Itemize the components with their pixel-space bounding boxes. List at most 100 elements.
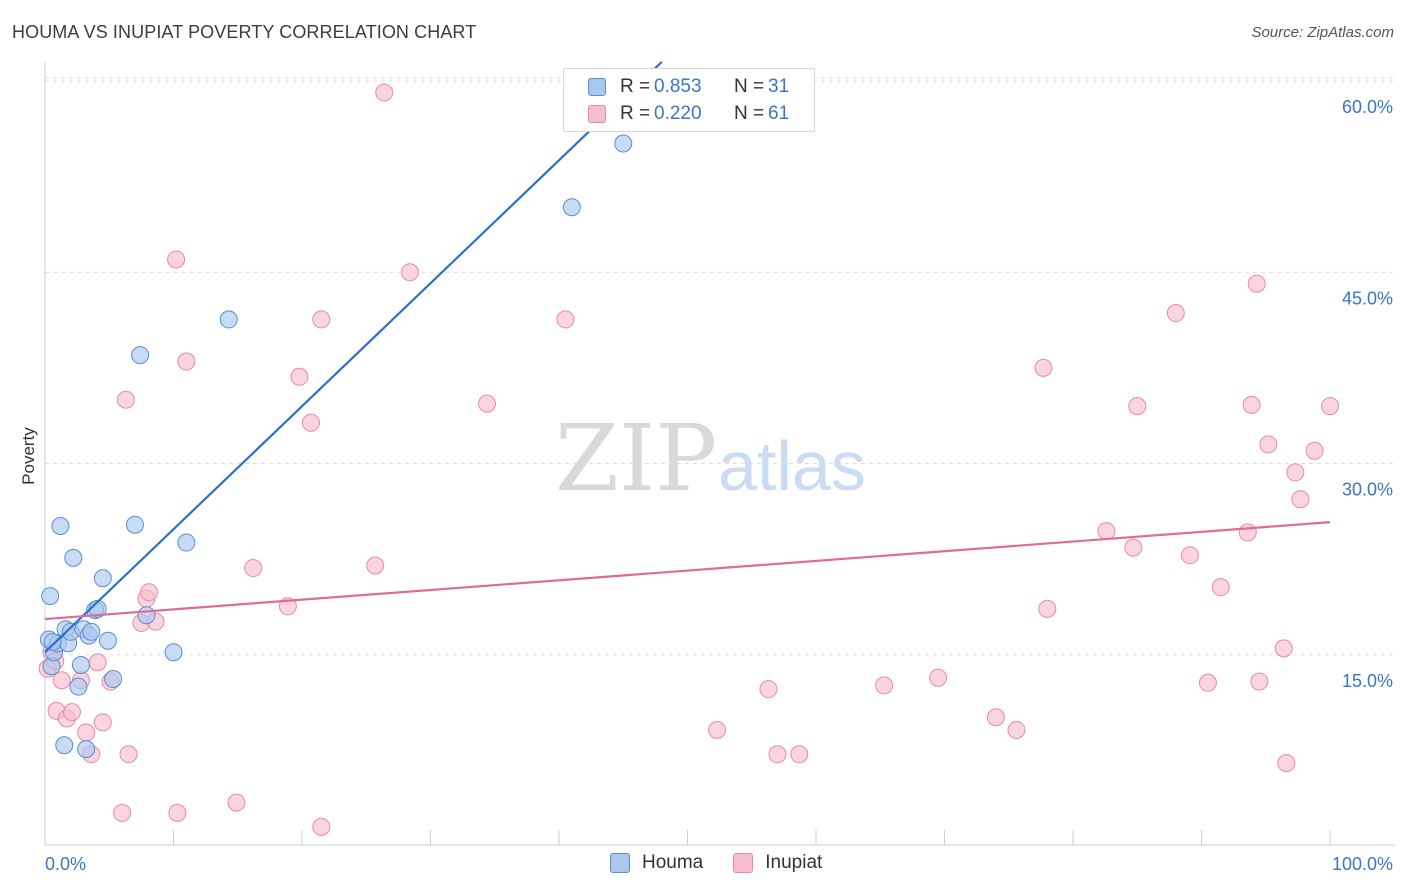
inupiat-point xyxy=(366,556,385,575)
houma-point xyxy=(177,533,196,552)
legend-houma-label: Houma xyxy=(642,852,704,873)
inupiat-point xyxy=(1128,397,1147,416)
inupiat-point xyxy=(1180,546,1199,565)
inupiat-n-value: 61 xyxy=(768,103,790,124)
inupiat-point xyxy=(167,250,186,269)
houma-point xyxy=(125,515,144,534)
inupiat-point xyxy=(1238,523,1257,542)
inupiat-point xyxy=(1259,435,1278,454)
inupiat-point xyxy=(140,583,159,602)
legend-inupiat-swatch xyxy=(733,853,754,873)
inupiat-point xyxy=(1034,358,1053,377)
watermark-zip: ZIP xyxy=(555,405,717,512)
houma-trend-line xyxy=(44,61,663,653)
y-tick-label: 15.0% xyxy=(1342,671,1393,691)
stats-legend-row-inupiat: R = 0.220 N = 61 xyxy=(588,101,789,127)
y-axis-label: Poverty xyxy=(19,427,38,485)
inupiat-point xyxy=(400,263,419,282)
inupiat-point xyxy=(790,745,809,764)
houma-point xyxy=(82,622,101,641)
inupiat-point xyxy=(93,713,112,732)
houma-point xyxy=(98,631,117,650)
inupiat-point xyxy=(875,676,894,695)
houma-n-label: N = xyxy=(734,76,765,97)
houma-point xyxy=(41,587,60,606)
watermark-atlas: atlas xyxy=(718,427,866,505)
y-tick-label: 30.0% xyxy=(1342,480,1393,500)
houma-point xyxy=(614,134,633,153)
inupiat-point xyxy=(1274,639,1293,658)
inupiat-point xyxy=(1250,672,1269,691)
inupiat-point xyxy=(119,745,138,764)
inupiat-point xyxy=(301,413,320,432)
inupiat-point xyxy=(759,680,778,699)
houma-point xyxy=(77,740,96,759)
houma-point xyxy=(93,569,112,588)
houma-point xyxy=(219,310,238,329)
inupiat-point xyxy=(52,671,71,690)
inupiat-n-label: N = xyxy=(734,103,765,124)
stats-legend-row-houma: R = 0.853 N = 31 xyxy=(588,74,789,100)
inupiat-point xyxy=(929,668,948,687)
inupiat-point xyxy=(986,708,1005,727)
inupiat-point xyxy=(556,310,575,329)
inupiat-point xyxy=(177,352,196,371)
series-legend: Houma Inupiat xyxy=(610,852,852,874)
houma-point xyxy=(137,606,156,625)
inupiat-point xyxy=(1097,522,1116,541)
houma-point xyxy=(43,633,62,651)
houma-point xyxy=(64,548,83,567)
inupiat-point xyxy=(1211,578,1230,597)
inupiat-point xyxy=(290,367,309,386)
houma-point xyxy=(131,346,150,365)
legend-item-inupiat[interactable]: Inupiat xyxy=(733,852,822,874)
inupiat-point xyxy=(1198,673,1217,692)
houma-point xyxy=(104,669,123,688)
inupiat-point xyxy=(62,703,81,722)
houma-point xyxy=(51,516,70,535)
inupiat-point xyxy=(1286,463,1305,482)
legend-houma-swatch xyxy=(610,853,630,873)
inupiat-r-value: 0.220 xyxy=(654,103,702,124)
inupiat-point xyxy=(312,310,331,329)
inupiat-point xyxy=(375,83,394,102)
inupiat-point xyxy=(708,720,727,739)
inupiat-point xyxy=(77,723,96,742)
inupiat-trend-line xyxy=(44,521,1331,621)
inupiat-point xyxy=(312,817,331,836)
inupiat-point xyxy=(1007,720,1026,739)
inupiat-swatch xyxy=(588,105,606,123)
inupiat-point xyxy=(1321,397,1339,416)
inupiat-point xyxy=(1247,274,1266,293)
houma-r-value: 0.853 xyxy=(654,76,702,97)
houma-point xyxy=(69,677,88,696)
x-tick-label-max: 100.0% xyxy=(1332,854,1393,874)
houma-point xyxy=(55,736,74,755)
houma-point xyxy=(164,643,183,662)
inupiat-point xyxy=(1124,538,1143,557)
houma-n-value: 31 xyxy=(768,76,790,97)
inupiat-point xyxy=(113,803,132,822)
houma-swatch xyxy=(588,78,606,96)
chart-title: HOUMA VS INUPIAT POVERTY CORRELATION CHA… xyxy=(12,22,477,42)
houma-point xyxy=(562,198,581,217)
stats-legend: R = 0.853 N = 31 R = 0.220 N = 61 xyxy=(563,68,815,132)
inupiat-point xyxy=(1038,599,1057,618)
inupiat-point xyxy=(1277,754,1296,773)
y-tick-label: 45.0% xyxy=(1342,288,1393,308)
inupiat-point xyxy=(244,559,263,578)
inupiat-point xyxy=(116,390,135,409)
x-tick-label-min: 0.0% xyxy=(45,854,86,874)
inupiat-point xyxy=(1242,395,1261,414)
inupiat-point xyxy=(227,793,246,812)
inupiat-point xyxy=(768,745,787,764)
inupiat-point xyxy=(168,803,187,822)
inupiat-point xyxy=(88,653,107,672)
inupiat-point xyxy=(1305,441,1324,460)
y-tick-label: 60.0% xyxy=(1342,97,1393,117)
houma-r-label: R = xyxy=(620,76,651,97)
legend-item-houma[interactable]: Houma xyxy=(610,852,703,874)
inupiat-point xyxy=(1166,304,1185,323)
source-label: Source: ZipAtlas.com xyxy=(1251,24,1394,41)
